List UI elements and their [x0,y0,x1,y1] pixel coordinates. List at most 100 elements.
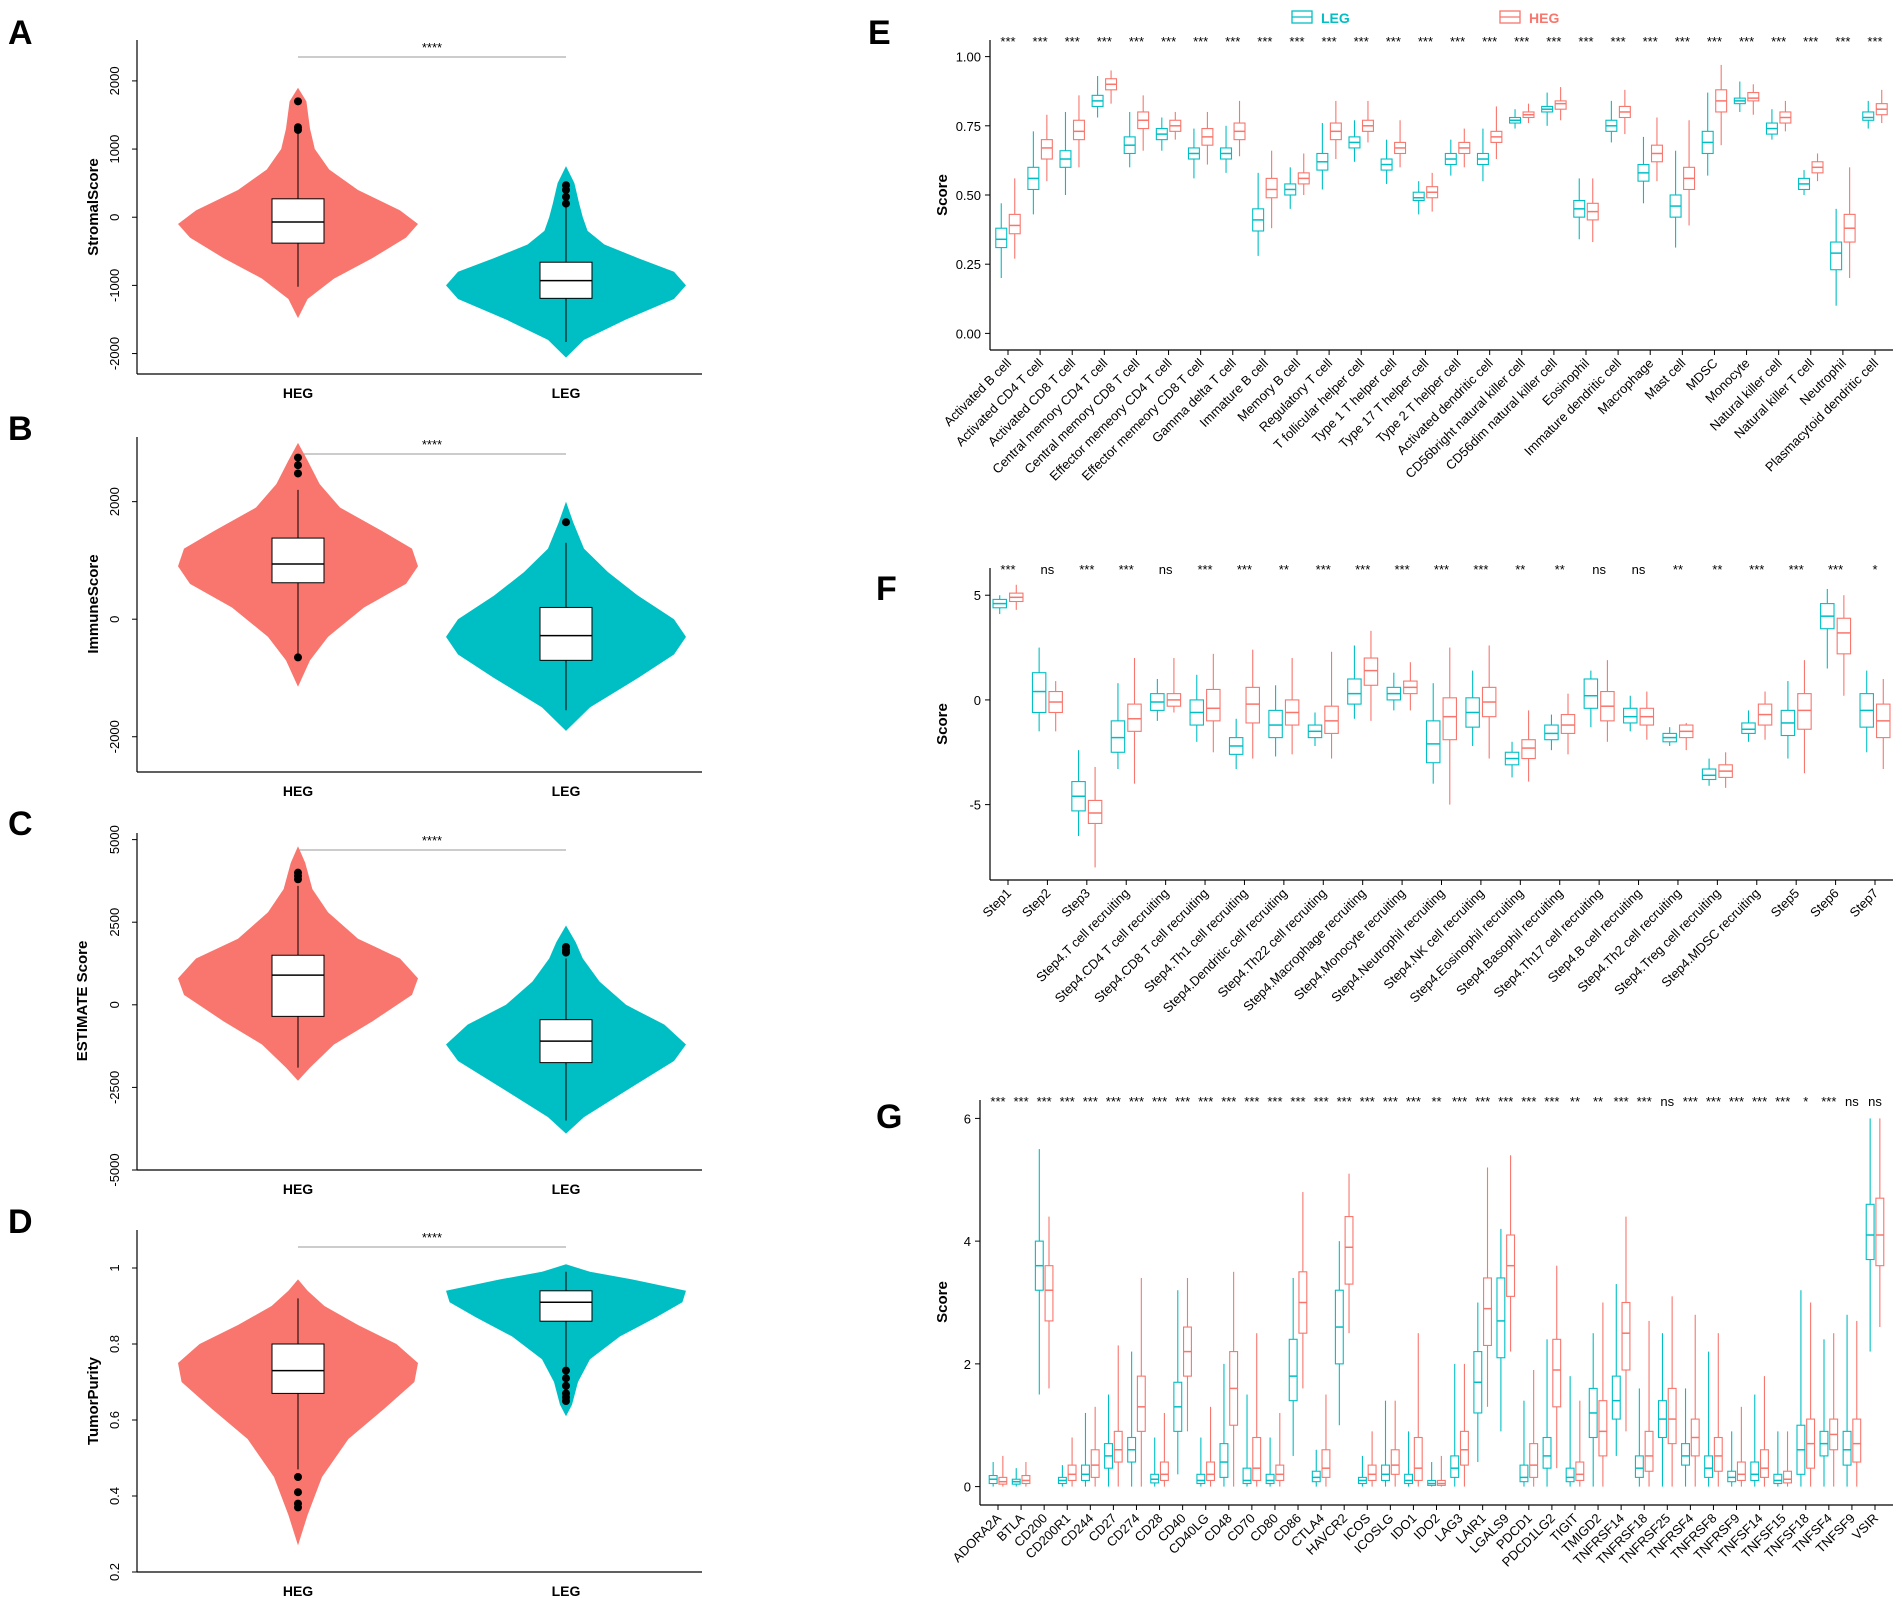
box-leg [1704,1455,1714,1478]
significance-label: ** [1712,562,1722,577]
box-heg [1875,1197,1885,1267]
box-heg [1008,213,1021,235]
significance-label: *** [1386,34,1401,49]
significance-label: *** [1418,34,1433,49]
panel-letter: E [868,14,891,52]
significance-label: ** [1555,562,1565,577]
box-leg [1727,1470,1737,1483]
box-leg [1347,678,1362,705]
box-heg [1783,1470,1793,1484]
significance-label: ns [1660,1094,1674,1109]
y-tick-label: 0 [964,1480,971,1495]
box-iqr [271,198,325,244]
y-axis-title: ESTIMATE Score [74,941,91,1062]
y-tick-label: 1 [107,1264,122,1271]
y-tick-label: -5 [969,798,981,813]
outlier-point [294,461,302,470]
y-tick-label: 2000 [107,66,122,95]
panel-letter: B [8,410,33,448]
y-tick-label: 5 [974,588,981,603]
box-leg [1110,720,1126,753]
significance-label: ns [1868,1094,1882,1109]
significance-label: **** [422,40,442,55]
box-leg [1412,191,1425,202]
significance-label: *** [1221,1094,1236,1109]
significance-label: *** [1129,34,1144,49]
significance-label: *** [1749,562,1764,577]
x-category-label: LEG [552,1181,581,1197]
box-heg [1087,799,1103,825]
box-heg [1367,1464,1377,1482]
box-leg [1311,1470,1321,1483]
y-tick-label: -2000 [107,720,122,753]
box-heg [1040,139,1053,160]
box-heg [1413,1436,1423,1482]
significance-label: *** [1544,1094,1559,1109]
box-leg [1842,1430,1852,1466]
significance-label: *** [1065,34,1080,49]
significance-label: *** [1775,1094,1790,1109]
box-heg [1265,177,1278,199]
x-category-label: HEG [283,385,313,401]
box-heg [1363,657,1379,686]
box-heg [1245,686,1260,724]
x-category-label: LEG [552,1583,581,1598]
panel-letter: C [8,805,33,843]
significance-label: *** [1675,34,1690,49]
box-leg [1288,1338,1298,1402]
panel-letter: F [876,570,897,608]
x-category-label: HEG [283,1181,313,1197]
box-heg [1529,1443,1539,1478]
significance-label: ** [1673,562,1683,577]
x-category-label: Step3 [1058,886,1093,921]
significance-label: *** [1106,1094,1121,1109]
significance-label: *** [1450,34,1465,49]
panel-letter: G [876,1098,902,1136]
box-heg [1090,1449,1100,1478]
outlier-point [294,653,302,662]
significance-label: *** [1752,1094,1767,1109]
outlier-point [562,192,570,201]
significance-label: *** [1611,34,1626,49]
box-heg [1067,1464,1077,1482]
significance-label: *** [1707,34,1722,49]
significance-label: * [1872,562,1877,577]
significance-label: *** [1383,1094,1398,1109]
box-leg [1865,1203,1875,1261]
significance-label: * [1803,1094,1808,1109]
box-heg [1852,1418,1862,1463]
significance-label: *** [1337,1094,1352,1109]
y-tick-label: 0 [107,214,122,221]
outlier-point [562,518,570,527]
box-heg [1598,1400,1608,1457]
panel-letter: D [8,1203,33,1241]
box-leg [1381,1464,1390,1482]
x-category-label: Step6 [1807,886,1842,921]
significance-label: *** [1013,1094,1028,1109]
box-leg [1583,678,1599,709]
x-category-label: Step1 [979,886,1014,921]
significance-label: *** [1257,34,1272,49]
box-leg [1634,1455,1644,1478]
box-heg [1521,739,1536,760]
significance-label: ns [1845,1094,1859,1109]
significance-label: **** [422,437,442,452]
significance-label: *** [1314,1094,1329,1109]
panel-letter: A [8,14,33,52]
significance-label: *** [1037,1094,1052,1109]
box-heg [1644,1430,1654,1472]
box-leg [1080,1464,1090,1482]
box-heg [1275,1464,1285,1482]
box-leg [1519,1464,1529,1483]
box-heg [1797,693,1812,730]
box-leg [1542,1436,1552,1469]
box-leg [1219,1443,1229,1478]
y-tick-label: 0.2 [107,1563,122,1581]
significance-label: *** [1546,34,1561,49]
box-iqr [539,606,593,661]
box-heg [1483,1277,1492,1347]
box-leg [1265,1473,1275,1485]
box-iqr [271,537,325,584]
significance-label: *** [1060,1094,1075,1109]
